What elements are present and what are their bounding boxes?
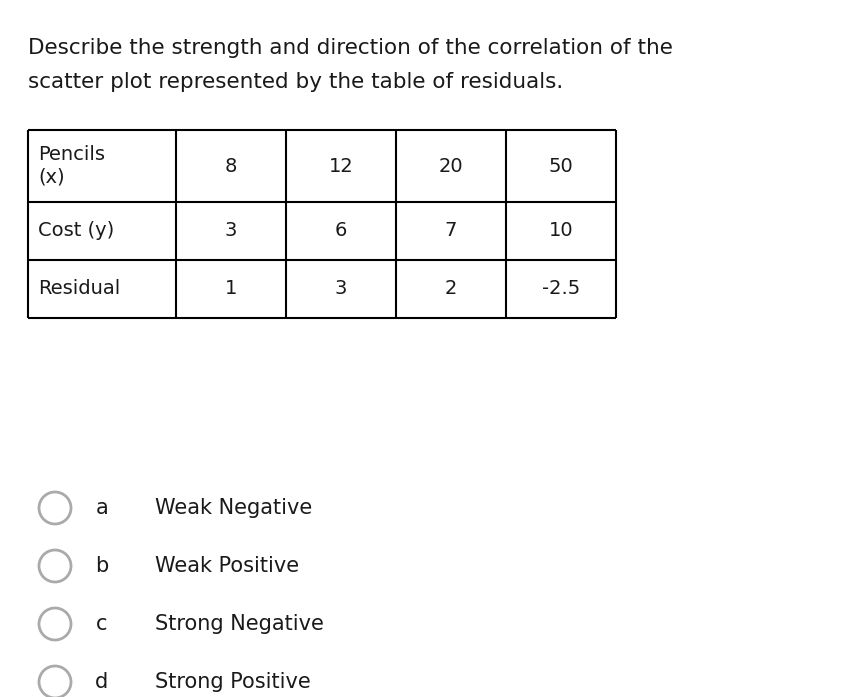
Text: 8: 8: [225, 157, 238, 176]
Text: Describe the strength and direction of the correlation of the: Describe the strength and direction of t…: [28, 38, 673, 58]
Text: -2.5: -2.5: [542, 279, 580, 298]
Text: Pencils
(x): Pencils (x): [38, 146, 105, 187]
Text: Cost (y): Cost (y): [38, 222, 114, 240]
Text: d: d: [95, 672, 109, 692]
Text: scatter plot represented by the table of residuals.: scatter plot represented by the table of…: [28, 72, 563, 92]
Text: 7: 7: [445, 222, 457, 240]
Text: 10: 10: [549, 222, 574, 240]
Text: 3: 3: [335, 279, 347, 298]
Text: c: c: [96, 614, 108, 634]
Text: 2: 2: [445, 279, 457, 298]
Text: 20: 20: [439, 157, 463, 176]
Text: 3: 3: [225, 222, 238, 240]
Text: Strong Negative: Strong Negative: [155, 614, 324, 634]
Text: b: b: [95, 556, 109, 576]
Text: Residual: Residual: [38, 279, 120, 298]
Text: 6: 6: [335, 222, 347, 240]
Text: 12: 12: [328, 157, 353, 176]
Text: Weak Negative: Weak Negative: [155, 498, 312, 518]
Text: Strong Positive: Strong Positive: [155, 672, 311, 692]
Text: 1: 1: [225, 279, 238, 298]
Text: 50: 50: [549, 157, 574, 176]
Text: Weak Positive: Weak Positive: [155, 556, 299, 576]
Text: a: a: [96, 498, 108, 518]
